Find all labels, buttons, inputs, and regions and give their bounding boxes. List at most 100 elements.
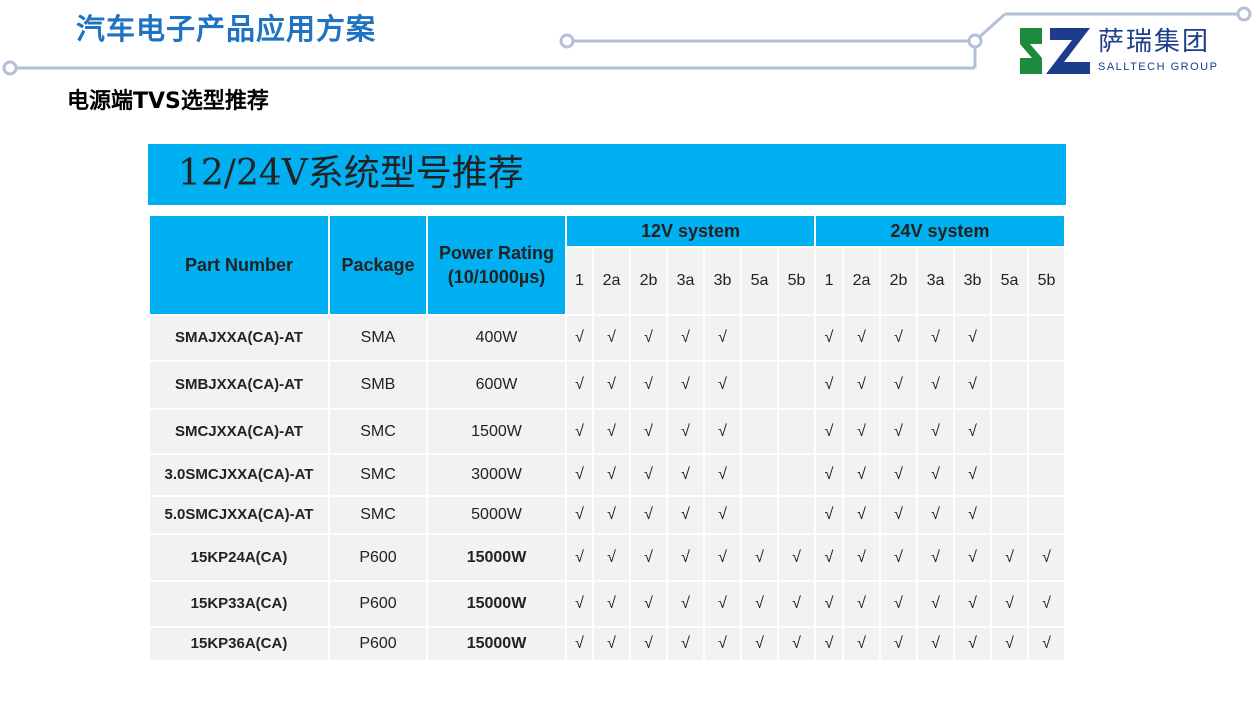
cell-v12-2a: √ <box>592 314 631 362</box>
cell-v24-3b: √ <box>953 580 993 628</box>
cell-v12-3b: √ <box>703 360 742 410</box>
cell-v24-1: √ <box>814 408 845 455</box>
cell-v24-2a: √ <box>842 360 882 410</box>
cell-v12-5a <box>740 453 779 497</box>
cell-power: 15000W <box>426 626 567 662</box>
cell-v12-2a: √ <box>592 533 631 582</box>
page-title: 汽车电子产品应用方案 <box>76 12 377 46</box>
table-row: 5.0SMCJXXA(CA)-AT SMC 5000W √ √ √ √ √ √ √ √ √ √ <box>148 495 1067 535</box>
cell-v12-5a: √ <box>740 580 779 628</box>
cell-v24-5b <box>1027 360 1067 410</box>
cell-v12-3a: √ <box>666 495 705 535</box>
cell-v12-1: √ <box>565 626 594 662</box>
cell-v12-5b <box>776 314 817 362</box>
table-row: 15KP33A(CA) P600 15000W √ √ √ √ √ √ √ √ √ √ √ √ √ √ <box>148 580 1067 628</box>
cell-v24-3b: √ <box>953 314 993 362</box>
table-row: 3.0SMCJXXA(CA)-AT SMC 3000W √ √ √ √ √ √ √ √ √ √ <box>148 453 1067 497</box>
section-title: 电源端TVS选型推荐 <box>67 89 269 114</box>
cell-v24-2a: √ <box>842 314 882 362</box>
header-power-rating-line1: Power Rating <box>438 243 554 263</box>
cell-v24-3b: √ <box>953 533 993 582</box>
cell-v24-1: √ <box>814 580 845 628</box>
cell-v12-1: √ <box>565 453 594 497</box>
subheader-12v-5a: 5a <box>740 246 779 316</box>
subheader-24v-5b: 5b <box>1027 246 1067 316</box>
cell-v24-2b: √ <box>879 314 919 362</box>
subheader-24v-3a: 3a <box>916 246 956 316</box>
cell-v24-2b: √ <box>879 408 919 455</box>
table-row: SMBJXXA(CA)-AT SMB 600W √ √ √ √ √ √ √ √ √ √ <box>148 360 1067 410</box>
cell-v24-2a: √ <box>842 580 882 628</box>
cell-part: SMAJXXA(CA)-AT <box>148 314 330 362</box>
logo-text-en: SALLTECH GROUP <box>1098 61 1219 73</box>
cell-v24-5b: √ <box>1027 626 1067 662</box>
header-package: Package <box>328 214 428 316</box>
cell-part: SMBJXXA(CA)-AT <box>148 360 330 410</box>
cell-v12-2b: √ <box>629 408 668 455</box>
cell-v24-3b: √ <box>953 408 993 455</box>
cell-v12-2b: √ <box>629 533 668 582</box>
cell-v12-2b: √ <box>629 580 668 628</box>
subheader-24v-2b: 2b <box>879 246 919 316</box>
cell-v12-1: √ <box>565 495 594 535</box>
subheader-24v-5a: 5a <box>990 246 1030 316</box>
cell-v24-2a: √ <box>842 453 882 497</box>
cell-part: 3.0SMCJXXA(CA)-AT <box>148 453 330 497</box>
cell-v24-3a: √ <box>916 580 956 628</box>
cell-v24-5b <box>1027 408 1067 455</box>
subheader-24v-1: 1 <box>814 246 845 316</box>
cell-v12-3b: √ <box>703 408 742 455</box>
cell-v24-3a: √ <box>916 314 956 362</box>
cell-power: 15000W <box>426 580 567 628</box>
cell-power: 3000W <box>426 453 567 497</box>
cell-v12-3a: √ <box>666 626 705 662</box>
cell-v12-5b <box>776 408 817 455</box>
cell-v24-5a <box>990 453 1030 497</box>
cell-v12-3b: √ <box>703 314 742 362</box>
cell-part: 15KP24A(CA) <box>148 533 330 582</box>
cell-v12-1: √ <box>565 360 594 410</box>
cell-package: SMC <box>328 495 428 535</box>
cell-v24-2a: √ <box>842 408 882 455</box>
cell-v24-5a <box>990 408 1030 455</box>
cell-v24-5b: √ <box>1027 533 1067 582</box>
header-12v-system: 12V system <box>564 214 817 248</box>
cell-part: 15KP33A(CA) <box>148 580 330 628</box>
cell-v24-3b: √ <box>953 626 993 662</box>
cell-v24-3b: √ <box>953 495 993 535</box>
cell-v12-3a: √ <box>666 314 705 362</box>
header-part-number: Part Number <box>148 214 330 316</box>
cell-v24-1: √ <box>814 495 845 535</box>
cell-v24-5a: √ <box>990 626 1030 662</box>
cell-part: SMCJXXA(CA)-AT <box>148 408 330 455</box>
table-row: SMCJXXA(CA)-AT SMC 1500W √ √ √ √ √ √ √ √ √ √ <box>148 408 1067 455</box>
cell-v12-2b: √ <box>629 314 668 362</box>
cell-package: SMC <box>328 453 428 497</box>
cell-v12-3a: √ <box>666 408 705 455</box>
subheader-12v-2a: 2a <box>592 246 631 316</box>
cell-part: 5.0SMCJXXA(CA)-AT <box>148 495 330 535</box>
cell-v12-3a: √ <box>666 580 705 628</box>
subheader-12v-2b: 2b <box>629 246 668 316</box>
cell-v12-2a: √ <box>592 626 631 662</box>
logo-text-cn: 萨瑞集团 <box>1098 27 1211 57</box>
table-banner: 12/24V系统型号推荐 <box>148 144 1066 205</box>
cell-v24-2a: √ <box>842 495 882 535</box>
cell-v24-1: √ <box>814 314 845 362</box>
cell-v12-3a: √ <box>666 360 705 410</box>
cell-v24-2b: √ <box>879 626 919 662</box>
tvs-selection-table: Part Number Package Power Rating (10/1000… <box>148 214 1067 662</box>
cell-v12-3a: √ <box>666 453 705 497</box>
cell-v24-3a: √ <box>916 495 956 535</box>
subheader-12v-3a: 3a <box>666 246 705 316</box>
cell-v12-5b: √ <box>776 626 817 662</box>
cell-package: P600 <box>328 626 428 662</box>
cell-v24-2b: √ <box>879 453 919 497</box>
cell-v24-2b: √ <box>879 580 919 628</box>
subheader-12v-1: 1 <box>565 246 594 316</box>
cell-v12-1: √ <box>565 533 594 582</box>
subheader-12v-3b: 3b <box>703 246 742 316</box>
cell-v24-3b: √ <box>953 360 993 410</box>
cell-v24-5a <box>990 314 1030 362</box>
cell-power: 5000W <box>426 495 567 535</box>
